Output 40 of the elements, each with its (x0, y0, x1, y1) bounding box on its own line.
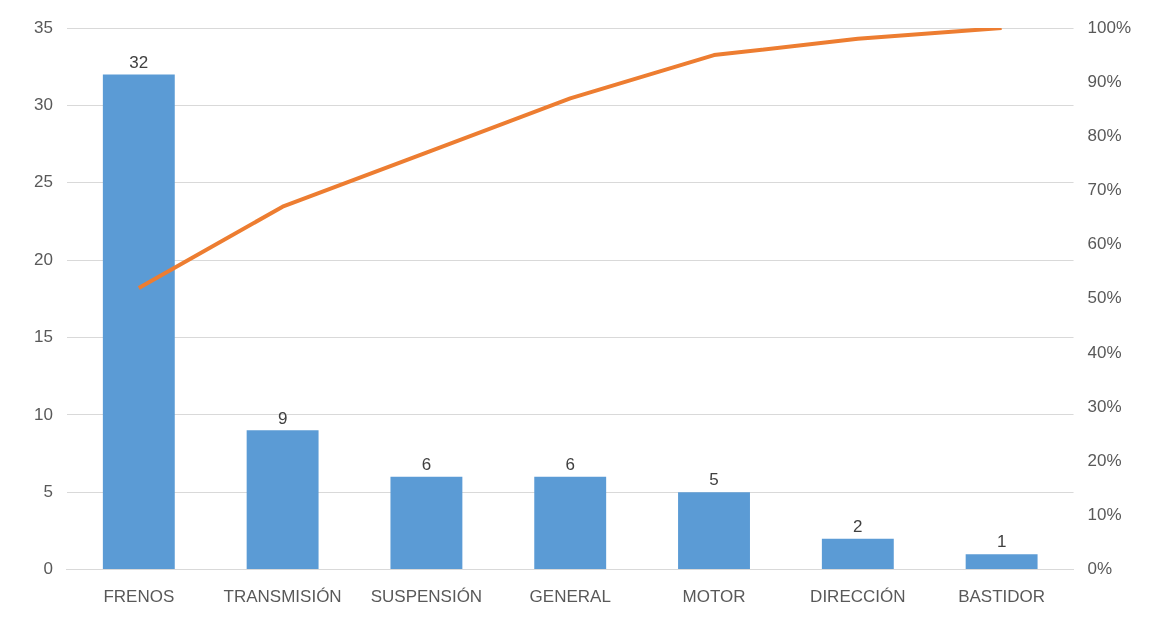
y2-tick-label: 80% (1087, 126, 1122, 146)
y-tick-label: 25 (33, 172, 53, 192)
bar (678, 492, 750, 570)
x-tick-label: BASTIDOR (958, 587, 1046, 607)
x-tick-label: MOTOR (682, 587, 746, 607)
data-label: 5 (709, 470, 719, 490)
data-label: 32 (129, 52, 149, 72)
y2-tick-label: 20% (1087, 450, 1122, 470)
y-tick-label: 30 (33, 95, 53, 115)
data-label: 6 (565, 454, 575, 474)
bar (102, 74, 175, 570)
y-tick-label: 10 (33, 404, 53, 424)
y-tick-label: 35 (33, 17, 53, 37)
data-label: 1 (996, 532, 1007, 552)
bar (965, 554, 1038, 570)
y2-tick-label: 30% (1087, 396, 1122, 416)
y-tick-label: 15 (33, 327, 53, 347)
y2-tick-label: 50% (1087, 288, 1122, 308)
x-tick-label: DIRECCIÓN (810, 587, 906, 607)
bar (821, 538, 894, 570)
y2-tick-label: 40% (1087, 342, 1122, 362)
x-tick-label: SUSPENSIÓN (370, 587, 483, 607)
bar (246, 430, 319, 570)
y2-tick-label: 90% (1087, 71, 1122, 91)
y2-tick-label: 60% (1087, 234, 1122, 254)
bar (534, 476, 607, 570)
y2-tick-label: 0% (1087, 559, 1113, 579)
y-tick-label: 20 (33, 249, 53, 269)
y-tick-label: 0 (43, 559, 53, 579)
x-tick-label: TRANSMISIÓN (223, 587, 342, 607)
bar (390, 476, 463, 570)
y-tick-label: 5 (43, 481, 53, 501)
x-tick-label: GENERAL (529, 587, 611, 607)
data-label: 2 (853, 516, 863, 536)
data-label: 6 (421, 454, 432, 474)
y2-tick-label: 70% (1087, 180, 1122, 200)
y2-tick-label: 100% (1087, 17, 1131, 37)
data-label: 9 (277, 408, 288, 428)
y2-tick-label: 10% (1087, 505, 1122, 525)
x-tick-label: FRENOS (103, 587, 175, 607)
